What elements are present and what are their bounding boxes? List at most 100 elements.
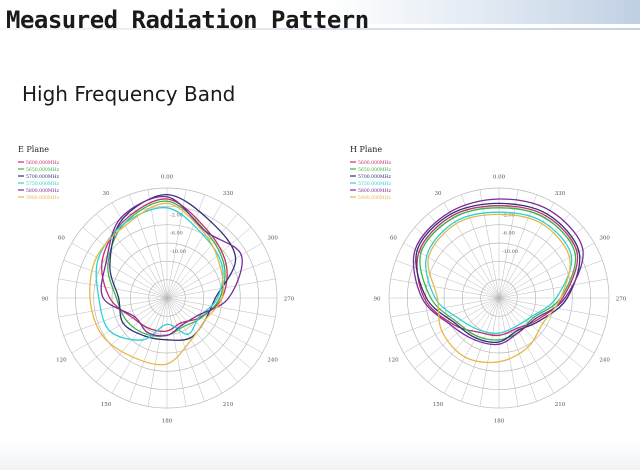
data-point <box>498 202 500 204</box>
grid-spoke <box>82 227 168 299</box>
legend-entry: 5650.000MHz <box>26 167 60 173</box>
data-point <box>454 322 456 324</box>
grid-spoke <box>428 297 500 383</box>
data-point <box>546 213 548 215</box>
angle-tick-label: 330 <box>555 191 566 197</box>
data-point <box>541 223 543 225</box>
data-point <box>532 317 534 319</box>
data-point <box>498 205 500 207</box>
series-line-5900-000mhz <box>89 202 225 366</box>
data-point <box>542 221 544 223</box>
angle-tick-label: 120 <box>56 358 67 364</box>
data-point <box>126 320 128 322</box>
data-point <box>498 343 500 345</box>
data-point <box>146 331 148 333</box>
data-point <box>190 339 192 341</box>
grid-spoke <box>498 297 595 354</box>
angle-tick-label: 210 <box>223 402 234 408</box>
data-point <box>240 254 242 256</box>
grid-spoke <box>479 297 500 407</box>
data-point <box>200 317 202 319</box>
grid-spoke <box>498 202 555 299</box>
radial-tick-label: -2.00 <box>170 212 183 218</box>
e-plane-svg: E Plane 0.00 330 300 270 240 210 180 150 120 90 60 3… <box>18 145 295 425</box>
radial-tick-label: -6.00 <box>502 231 515 237</box>
data-point <box>166 198 168 200</box>
data-point <box>534 318 536 320</box>
grid-spoke <box>498 227 584 299</box>
chart-title: E Plane <box>18 145 49 154</box>
data-point <box>450 324 452 327</box>
grid-spoke <box>443 297 500 394</box>
data-point <box>166 200 168 202</box>
grid-spoke <box>166 227 252 299</box>
data-point <box>421 297 423 299</box>
grid-spoke <box>443 202 500 299</box>
grid-spoke <box>403 242 500 299</box>
radial-tick-label: -10.00 <box>170 249 186 255</box>
data-point <box>97 257 100 259</box>
h-plane-chart: H Plane 0.00 330 300 270 240 210 180 150 120 90 60 3… <box>344 136 636 470</box>
grid-spoke <box>166 297 187 407</box>
grid-spoke <box>166 297 205 402</box>
grid-spoke <box>111 202 168 299</box>
data-point <box>498 211 500 213</box>
data-point <box>498 341 500 343</box>
grid-spoke <box>498 260 603 299</box>
data-point <box>145 333 147 335</box>
grid-spoke <box>96 213 168 299</box>
data-point <box>542 322 544 324</box>
data-point <box>479 329 481 331</box>
angle-tick-label: 90 <box>42 297 49 303</box>
data-point <box>101 334 103 336</box>
data-point <box>214 297 216 299</box>
data-point <box>418 251 420 253</box>
data-point <box>134 316 136 318</box>
data-point <box>544 217 546 219</box>
bottom-shade <box>0 440 640 470</box>
data-point <box>423 297 425 299</box>
grid-spoke <box>498 189 519 299</box>
angle-tick-label: 90 <box>374 297 381 303</box>
data-point <box>555 297 557 299</box>
data-point <box>516 327 518 330</box>
angle-tick-label: 300 <box>599 236 610 242</box>
data-point <box>578 251 580 253</box>
angle-tick-label: 330 <box>223 191 234 197</box>
data-point <box>416 250 418 252</box>
grid-spoke <box>166 260 271 299</box>
grid-spoke <box>479 189 500 299</box>
data-point <box>166 196 168 198</box>
data-point <box>498 198 500 200</box>
h-plane-svg: H Plane 0.00 330 300 270 240 210 180 150 120 90 60 3… <box>350 145 627 425</box>
data-point <box>121 219 123 221</box>
data-point <box>576 252 578 254</box>
data-point <box>166 334 168 336</box>
grid-spoke <box>498 297 608 318</box>
angle-tick-label: 30 <box>435 191 442 197</box>
data-point <box>475 337 477 339</box>
data-point <box>514 325 517 328</box>
data-point <box>448 211 451 213</box>
angle-tick-label: 60 <box>58 236 65 242</box>
data-point <box>182 325 185 328</box>
angle-tick-label: 180 <box>494 419 505 425</box>
data-point <box>95 256 98 258</box>
data-point <box>223 264 225 266</box>
data-point <box>498 361 500 363</box>
data-point <box>225 263 227 265</box>
grid-spoke <box>111 297 168 394</box>
angle-tick-label: 240 <box>599 358 610 364</box>
legend-entry: 5650.000MHz <box>358 167 392 173</box>
data-point <box>166 202 168 204</box>
grid-spoke <box>82 297 168 369</box>
legend-entry: 5750.000MHz <box>358 181 392 187</box>
legend-entry: 5700.000MHz <box>26 174 60 180</box>
data-point <box>455 223 457 225</box>
grid-spoke <box>166 297 252 369</box>
data-point <box>549 209 551 211</box>
e-plane-chart: E Plane 0.00 330 300 270 240 210 180 150 120 90 60 3… <box>12 136 304 470</box>
data-point <box>451 215 453 217</box>
data-point <box>545 215 547 217</box>
grid-spoke <box>498 297 555 394</box>
